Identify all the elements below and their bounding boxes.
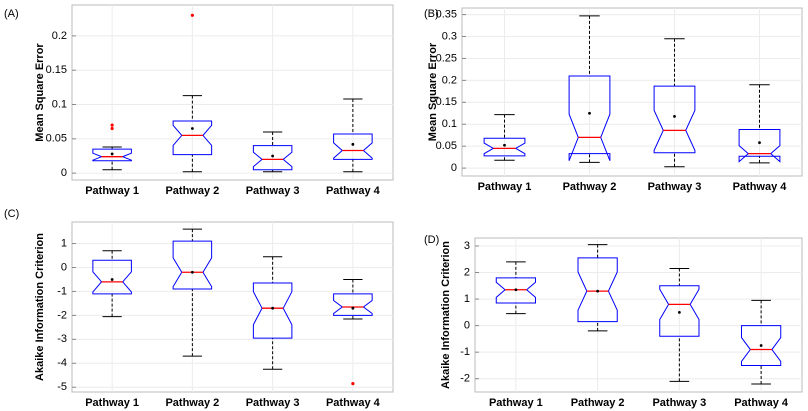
- y-tick-label: 0.1: [442, 118, 457, 130]
- y-tick-label: 1: [464, 293, 470, 305]
- mean-dot: [190, 127, 194, 130]
- plot-frame: [71, 4, 394, 181]
- y-tick-label: 0: [61, 261, 67, 273]
- outlier: [110, 123, 114, 127]
- y-tick-label: -1: [460, 346, 470, 358]
- mean-dot: [677, 310, 681, 314]
- box: [653, 85, 696, 154]
- x-tick-label: Pathway 1: [489, 397, 543, 409]
- y-tick-label: 0.15: [46, 64, 67, 76]
- y-tick-label: 0.25: [436, 52, 457, 64]
- x-tick-label: Pathway 2: [165, 397, 219, 409]
- x-tick-label: Pathway 4: [326, 185, 381, 197]
- plot-frame: [474, 237, 803, 393]
- mean-dot: [271, 306, 275, 310]
- box: [659, 285, 700, 337]
- plot-frame: [71, 221, 394, 393]
- x-tick-label: Pathway 1: [85, 397, 139, 409]
- box: [333, 133, 373, 160]
- box: [172, 240, 213, 290]
- mean-dot: [190, 270, 194, 274]
- mean-dot: [503, 143, 506, 147]
- mean-dot: [514, 288, 518, 292]
- panel-label: (B): [424, 8, 439, 20]
- panel-label: (D): [424, 234, 439, 246]
- mean-dot: [588, 111, 591, 115]
- y-tick-label: 1: [61, 237, 67, 249]
- x-tick-label: Pathway 3: [648, 181, 702, 193]
- mean-dot: [110, 278, 114, 281]
- y-axis-label: Akaike Information Criterion: [34, 233, 46, 381]
- y-tick-label: 0: [61, 167, 67, 179]
- box: [741, 325, 782, 366]
- mean-dot: [351, 142, 355, 146]
- box: [92, 148, 132, 162]
- x-tick-label: Pathway 2: [563, 181, 617, 193]
- y-tick-label: 2: [464, 266, 470, 278]
- y-tick-label: -2: [57, 309, 67, 321]
- x-tick-label: Pathway 2: [571, 397, 625, 409]
- y-tick-label: 0: [464, 320, 470, 332]
- outlier: [190, 13, 194, 17]
- x-tick-label: Pathway 3: [652, 397, 706, 409]
- y-axis-label: Mean Square Error: [427, 42, 439, 141]
- mean-dot: [351, 306, 355, 310]
- mean-dot: [673, 114, 676, 118]
- y-axis-label: Mean Square Error: [34, 43, 46, 142]
- x-tick-label: Pathway 1: [85, 185, 139, 197]
- y-tick-label: 0.05: [46, 133, 67, 145]
- y-tick-label: 0.05: [436, 140, 457, 152]
- y-tick-label: 0.1: [52, 98, 67, 110]
- panel-label: (A): [4, 8, 19, 20]
- box: [577, 257, 618, 323]
- y-tick-label: -2: [460, 373, 470, 385]
- y-tick-label: -5: [57, 381, 67, 393]
- box: [92, 259, 132, 295]
- outlier: [110, 126, 114, 131]
- y-tick-label: 0.2: [52, 30, 67, 42]
- box: [738, 129, 781, 163]
- y-tick-label: -1: [57, 285, 67, 297]
- x-tick-label: Pathway 4: [734, 397, 789, 409]
- y-tick-label: 0.35: [436, 8, 457, 20]
- outlier: [351, 382, 355, 386]
- y-tick-label: -4: [57, 357, 67, 369]
- x-tick-label: Pathway 3: [246, 397, 300, 409]
- box: [495, 277, 536, 304]
- panel-label: (C): [4, 208, 19, 220]
- x-tick-label: Pathway 4: [733, 181, 788, 193]
- x-tick-label: Pathway 1: [478, 181, 532, 193]
- y-tick-label: 0.15: [436, 96, 457, 108]
- box: [568, 75, 611, 161]
- y-tick-label: 0.3: [442, 30, 457, 42]
- y-tick-label: 0.2: [442, 74, 457, 86]
- mean-dot: [110, 152, 114, 156]
- box: [252, 282, 293, 339]
- mean-dot: [596, 289, 600, 293]
- box: [333, 293, 373, 316]
- x-tick-label: Pathway 2: [165, 185, 219, 197]
- y-tick-label: 0: [451, 162, 457, 174]
- box: [483, 137, 526, 157]
- mean-dot: [759, 344, 763, 347]
- y-tick-label: 3: [464, 240, 470, 252]
- mean-dot: [271, 154, 275, 158]
- y-tick-label: -3: [57, 333, 67, 345]
- box: [172, 120, 213, 156]
- y-axis-label: Akaike Information Criterion: [440, 241, 452, 389]
- box: [252, 145, 293, 171]
- x-tick-label: Pathway 3: [246, 185, 300, 197]
- x-tick-label: Pathway 4: [326, 397, 381, 409]
- mean-dot: [758, 141, 761, 145]
- plot-frame: [461, 7, 803, 177]
